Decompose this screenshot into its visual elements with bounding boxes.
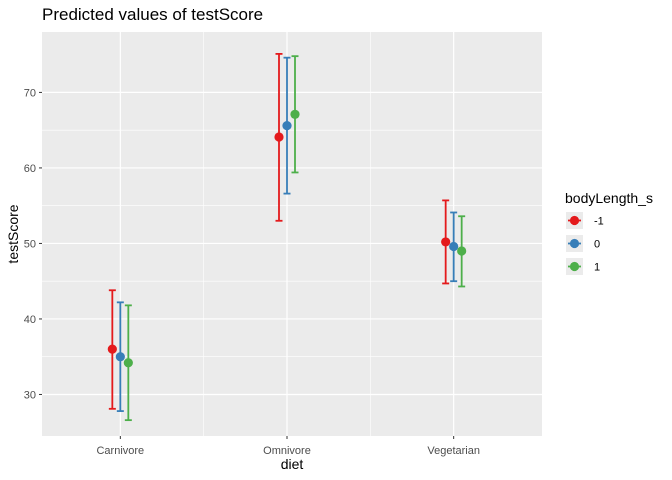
data-marks <box>107 52 467 422</box>
data-point <box>107 344 117 354</box>
plot-panel <box>42 32 542 436</box>
y-tick-label: 50 <box>24 238 36 250</box>
legend-key-point <box>569 261 580 272</box>
legend-key-point <box>569 215 580 226</box>
legend: bodyLength_s -1 0 1 <box>565 190 653 275</box>
data-point <box>449 241 459 252</box>
data-point <box>457 246 467 256</box>
y-axis-label: testScore <box>5 204 21 263</box>
legend-item-label: 0 <box>594 239 600 251</box>
data-point <box>274 132 284 142</box>
chart-title: Predicted values of testScore <box>42 5 263 24</box>
data-point <box>123 358 133 368</box>
data-point <box>115 352 125 362</box>
data-point <box>441 237 451 247</box>
x-tick-label: Carnivore <box>96 445 144 457</box>
data-point <box>290 109 300 119</box>
y-tick-label: 30 <box>24 389 36 401</box>
legend-title: bodyLength_s <box>565 190 653 206</box>
x-tick-label: Omnivore <box>263 445 311 457</box>
y-tick-label: 60 <box>24 163 36 175</box>
legend-item-label: -1 <box>594 216 604 228</box>
legend-key-point <box>569 238 580 249</box>
data-point <box>282 121 292 131</box>
x-axis-label: diet <box>281 456 304 472</box>
x-tick-label: Vegetarian <box>427 445 480 457</box>
axis-ticks: 30 40 50 60 70 Carnivore Omnivore Vegetarian <box>24 87 480 457</box>
y-tick-label: 40 <box>24 314 36 326</box>
y-tick-label: 70 <box>24 87 36 99</box>
legend-item-label: 1 <box>594 262 600 274</box>
